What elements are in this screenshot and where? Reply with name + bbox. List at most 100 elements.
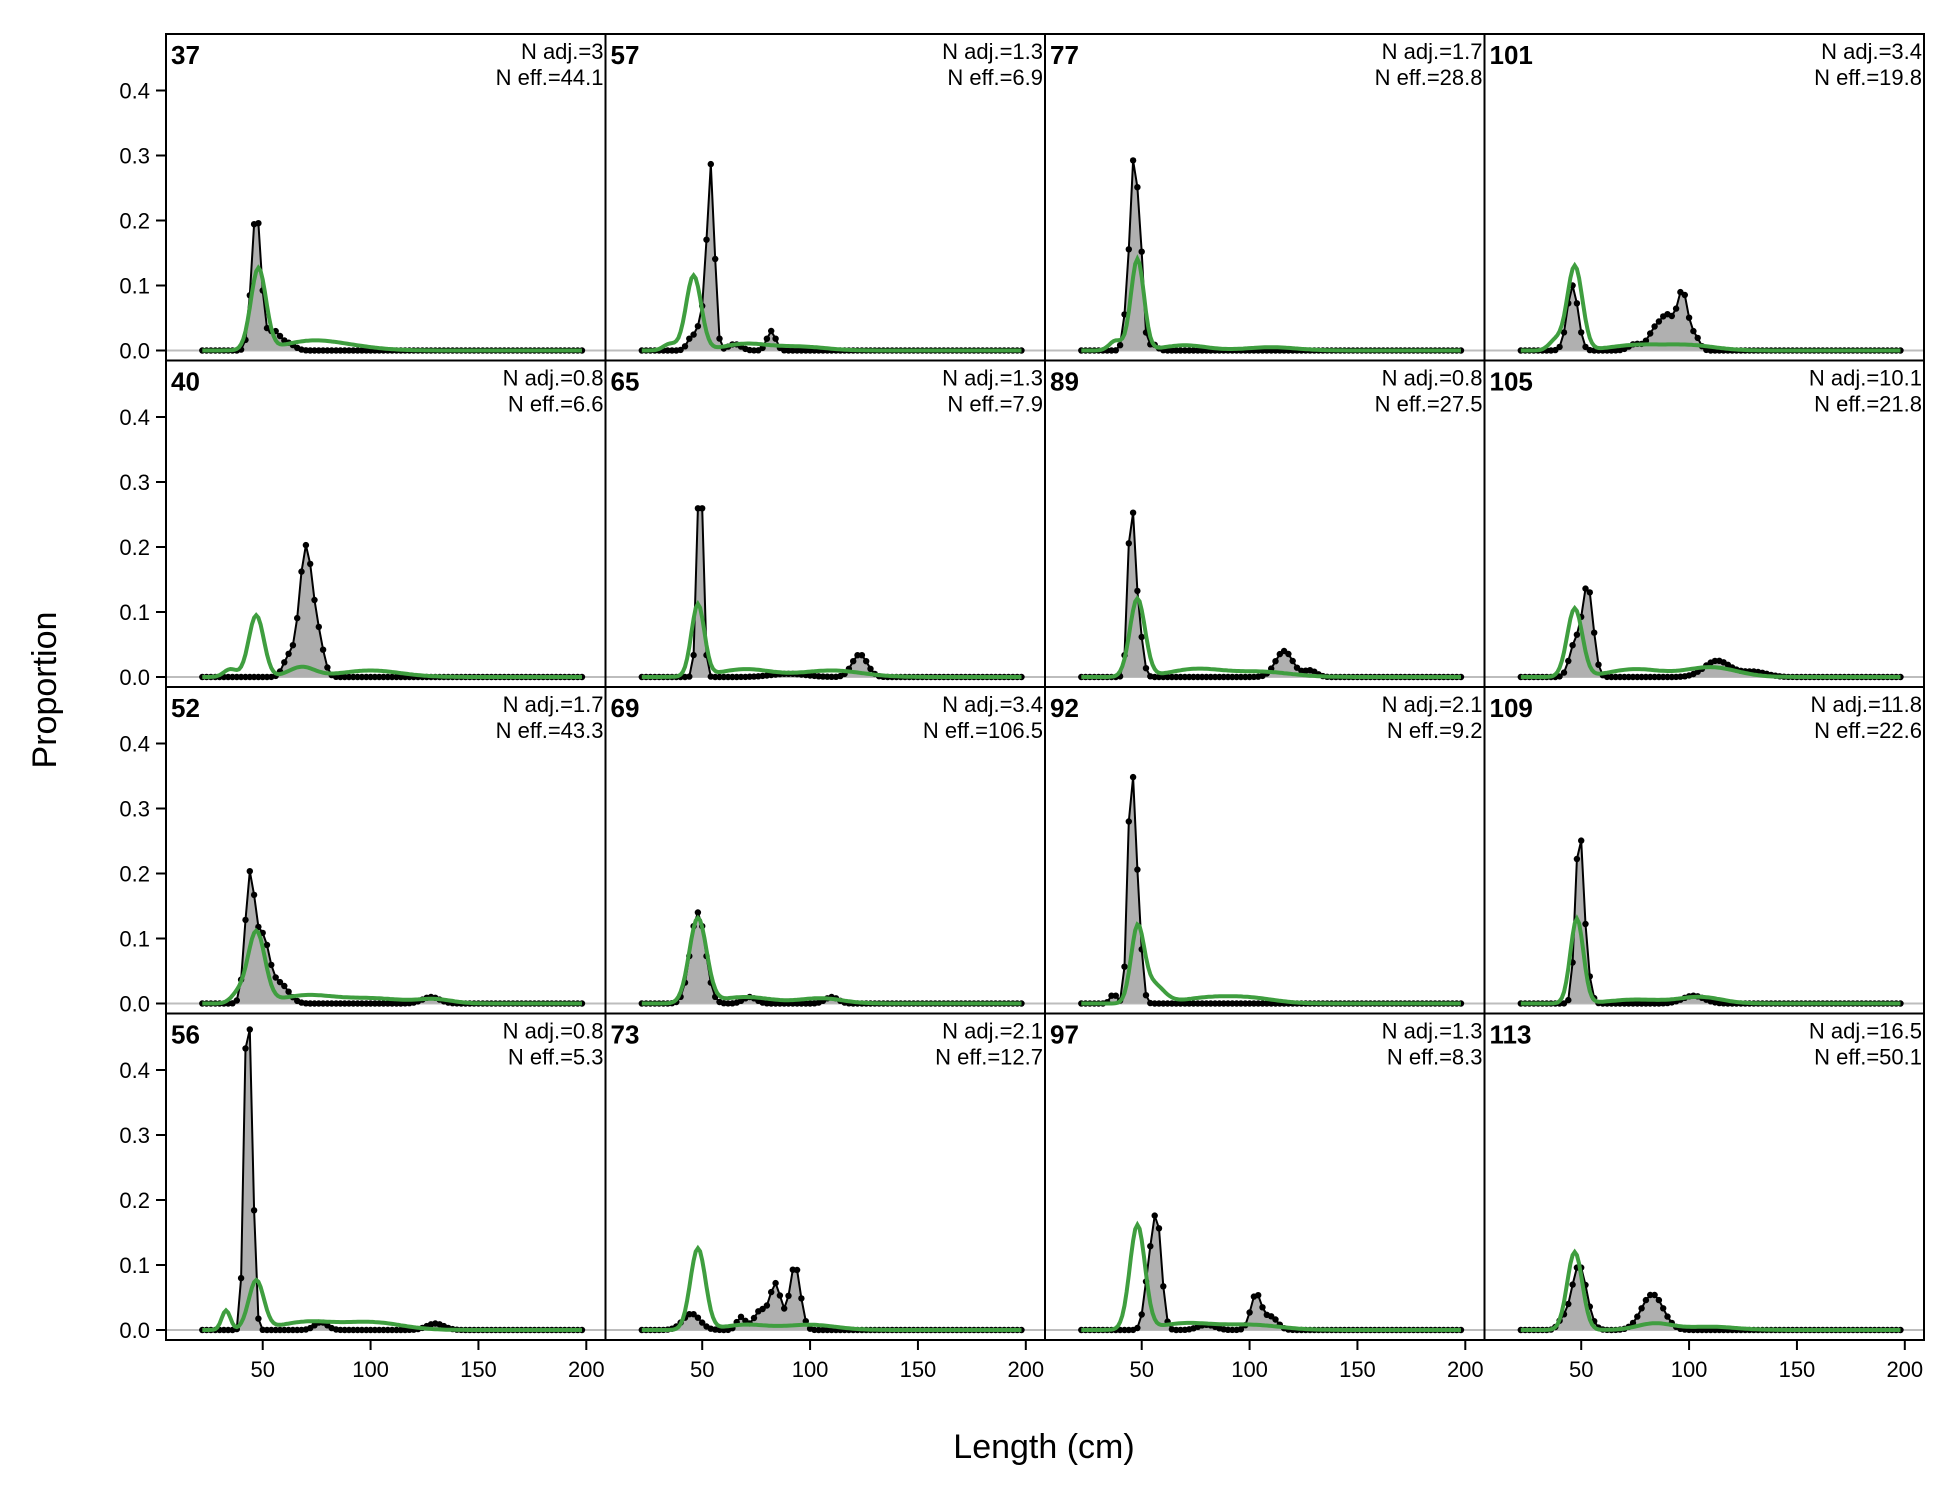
panel-border [1483,1012,1925,1341]
x-tick-label: 50 [690,1357,714,1382]
n-adj-label: N adj.=1.3 [942,39,1043,64]
observed-point [1560,669,1568,676]
observed-point [255,1315,262,1322]
observed-point [1207,673,1214,681]
panel-title: 109 [1490,693,1533,723]
observed-point [798,1000,805,1007]
observed-point [1578,329,1585,336]
x-tick-label: 200 [1886,1357,1923,1382]
panel-title: 105 [1490,367,1533,397]
y-tick-label: 0.3 [119,1123,150,1148]
observed-point [237,1274,245,1282]
panel-title: 57 [611,40,640,70]
observed-area [641,508,1022,677]
observed-point [716,335,723,342]
observed-point [1272,1316,1279,1323]
expected-line [202,264,582,353]
panel-105: 105 N adj.=10.1N eff.=21.8 [1483,359,1925,688]
panel-77: 77 N adj.=1.7N eff.=28.8 [1044,33,1486,362]
observed-point [768,1000,775,1007]
observed-point [1237,1000,1245,1007]
observed-point [1569,1281,1576,1288]
n-adj-label: N adj.=10.1 [1809,366,1922,391]
observed-point [1259,1304,1266,1311]
expected-line [641,914,1022,1006]
y-tick-label: 0.3 [119,470,150,495]
y-tick-label: 0.3 [119,797,150,822]
observed-point [750,1314,758,1322]
n-adj-label: N adj.=1.7 [503,692,604,717]
observed-point [1207,1000,1214,1007]
observed-point [1591,629,1598,636]
x-tick-label: 100 [1671,1357,1708,1382]
observed-area [1081,1215,1461,1330]
observed-point [324,664,331,671]
observed-point [1147,1243,1154,1250]
observed-point [263,941,271,949]
observed-point [1582,920,1589,928]
expected-line [1081,254,1461,353]
panel-65: 65 N adj.=1.3N eff.=7.9 [604,359,1046,688]
panel-56: 56 N adj.=0.8N eff.=5.3 0.0 0.1 0.2 0.3 0.4 50 1… [119,1012,607,1382]
observed-point [1668,312,1676,320]
observed-point [268,961,275,969]
observed-point [763,1302,771,1309]
panel-title: 69 [611,693,640,723]
panel-title: 113 [1490,1020,1532,1050]
observed-point [302,541,310,549]
observed-point [1121,963,1128,970]
observed-point [1681,291,1689,299]
observed-point [388,1000,396,1007]
observed-point [1151,1212,1158,1219]
observed-point [233,997,240,1004]
observed-point [1556,673,1563,680]
panel-title: 89 [1050,367,1079,397]
observed-area [641,1269,1022,1330]
observed-point [285,988,292,995]
observed-point [1569,642,1576,649]
expected-line [1520,1248,1901,1332]
observed-point [1142,665,1150,672]
y-tick-label: 0.1 [119,927,150,952]
observed-point [315,623,322,631]
observed-point [311,596,318,604]
observed-point [1565,657,1572,665]
n-eff-label: N eff.=8.3 [1387,1045,1483,1070]
observed-point [237,673,245,681]
expected-line [1081,1220,1461,1332]
x-tick-label: 50 [1569,1357,1593,1382]
observed-point [1112,992,1120,999]
observed-point [690,1311,697,1318]
observed-area [1520,285,1901,351]
observed-point [1134,184,1141,191]
x-tick-label: 150 [900,1357,937,1382]
expected-line [1520,914,1901,1006]
observed-point [798,1295,805,1302]
observed-point [1285,650,1292,658]
observed-point [776,1292,784,1299]
observed-point [1129,157,1137,164]
observed-point [1556,343,1563,351]
observed-point [712,255,719,263]
observed-point [250,1207,258,1214]
observed-point [1647,1000,1654,1007]
observed-point [772,1279,779,1287]
y-tick-label: 0.1 [119,600,150,625]
n-eff-label: N eff.=28.8 [1375,65,1483,90]
observed-point [1177,1000,1184,1007]
observed-point [703,236,710,243]
observed-point [298,568,305,575]
observed-point [863,658,870,665]
panel-title: 40 [171,367,200,397]
panel-title: 65 [611,367,640,397]
observed-point [1142,992,1150,999]
observed-point [1642,1296,1650,1304]
observed-point [242,1045,249,1052]
n-adj-label: N adj.=0.8 [503,366,604,391]
observed-point [1647,673,1654,681]
observed-point [759,1305,766,1313]
observed-point [1138,248,1145,255]
y-tick-label: 0.3 [119,144,150,169]
observed-area [641,912,1022,1004]
observed-point [319,646,327,653]
